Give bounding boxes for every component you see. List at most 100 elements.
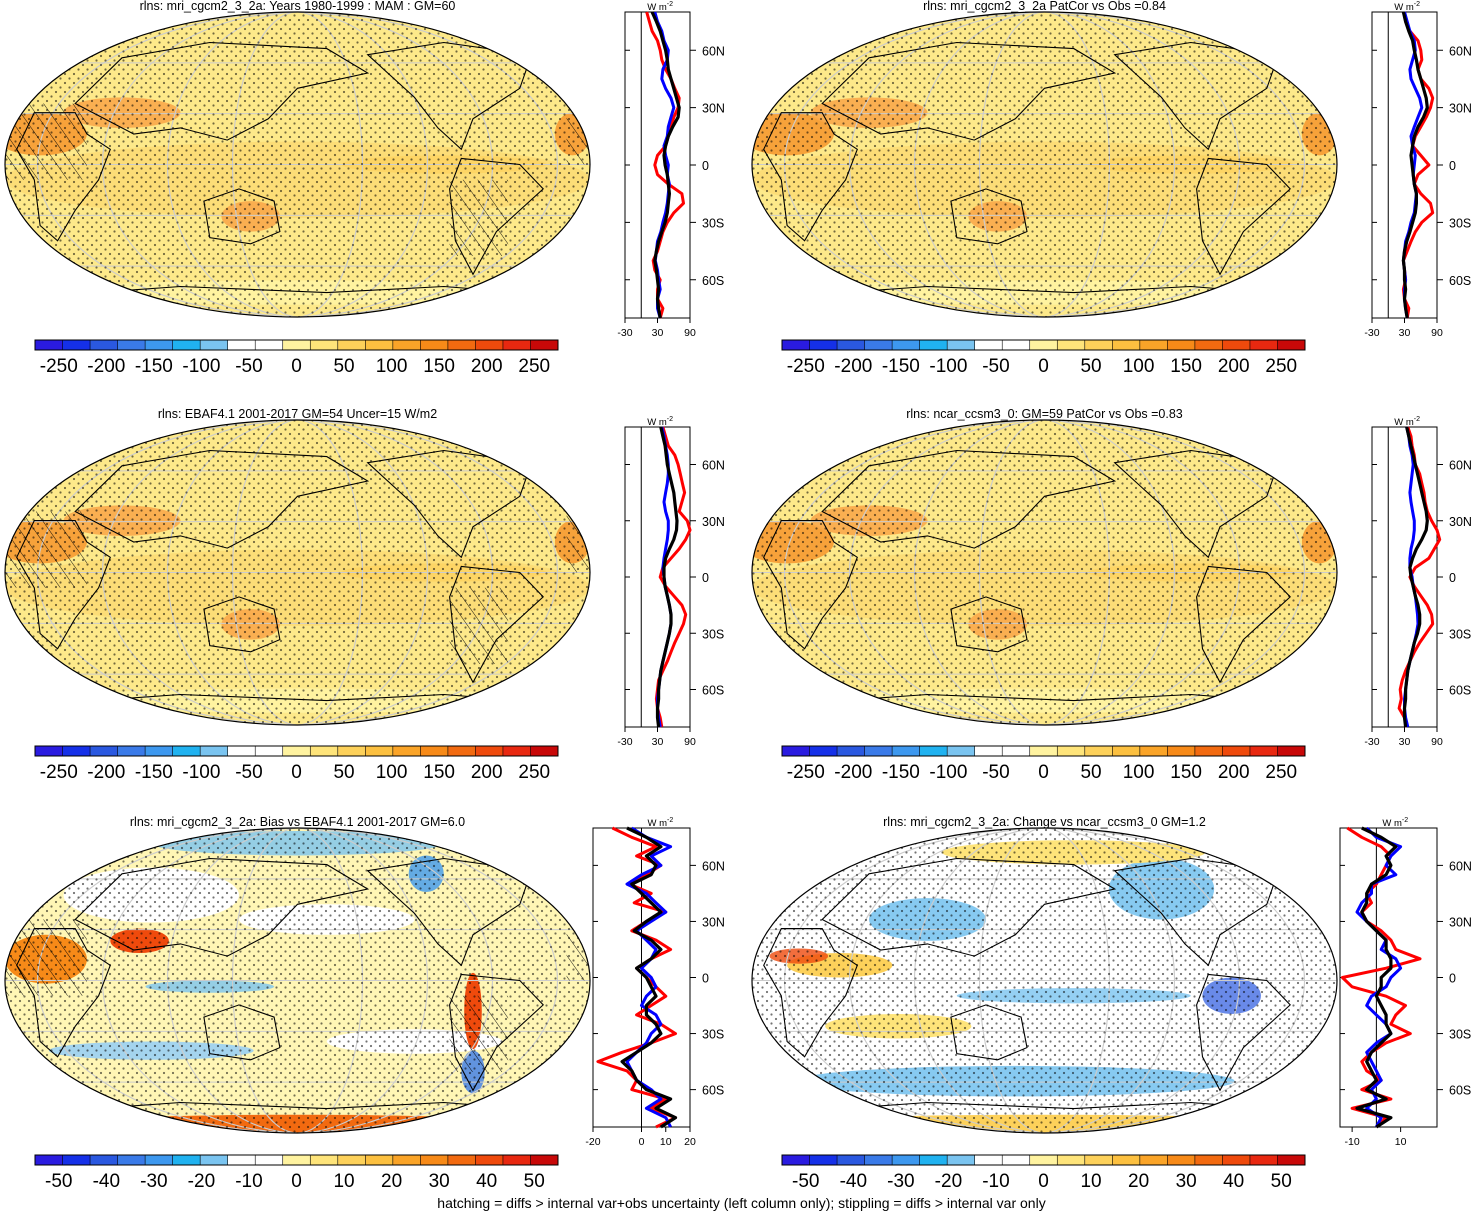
colorbar-tick-label: 10: [333, 1171, 354, 1192]
colorbar-swatch: [1139, 1155, 1168, 1165]
colorbar-swatch: [392, 340, 421, 350]
colorbar-swatch: [1029, 1155, 1058, 1165]
colorbar-tick-label: 50: [524, 1171, 545, 1192]
profile-line-red: [654, 426, 692, 728]
map-field: [752, 420, 1337, 725]
profile-x-tick-label: 0: [639, 1136, 645, 1148]
map-border: [4, 11, 591, 318]
colorbar-tick-label: 30: [1176, 1171, 1197, 1192]
zonal-profile: W m-2 60N 30N 0 30S 60S -30 30 90: [1364, 416, 1472, 748]
profile-lat-label: 30N: [1449, 515, 1472, 529]
profile-lat-label: 0: [702, 972, 709, 986]
colorbar-swatch: [420, 1155, 449, 1165]
colorbar-swatch: [1194, 1155, 1223, 1165]
panel-title: rlns: EBAF4.1 2001-2017 GM=54 Uncer=15 W…: [158, 407, 437, 421]
colorbar-swatch: [255, 746, 284, 756]
profile-lat-label: 60N: [1449, 459, 1472, 473]
colorbar-swatch: [864, 1155, 893, 1165]
colorbar-swatch: [1139, 746, 1168, 756]
colorbar-swatch: [365, 746, 394, 756]
profile-lat-label: 60S: [1449, 1084, 1471, 1098]
panel-4: rlns: ncar_ccsm3_0: GM=59 PatCor vs Obs …: [751, 407, 1472, 783]
profile-line-black: [1355, 826, 1398, 1129]
colorbar-swatch: [90, 340, 118, 350]
map-border: [4, 827, 591, 1134]
profile-x-tick-label: 30: [652, 327, 664, 339]
colorbar-swatch: [809, 1155, 838, 1165]
profile-line-black: [1401, 11, 1429, 319]
profile-line-black: [620, 826, 678, 1129]
profile-lat-label: 30N: [702, 915, 725, 929]
colorbar-swatch: [62, 1155, 91, 1165]
profile-unit: W m-2: [647, 416, 673, 428]
profile-x-tick-label: -30: [617, 327, 632, 339]
colorbar-tick-label: -200: [834, 356, 872, 377]
colorbar-swatch: [892, 1155, 921, 1165]
colorbar-tick-label: 20: [381, 1171, 402, 1192]
colorbar-tick-label: 200: [1218, 762, 1250, 783]
profile-lat-label: 30S: [702, 216, 724, 230]
colorbar-tick-label: -100: [929, 762, 967, 783]
profile-line-black: [655, 426, 679, 728]
colorbar-swatch: [1139, 340, 1168, 350]
colorbar-tick-label: 100: [376, 762, 408, 783]
profile-x-tick-label: 90: [684, 736, 696, 748]
colorbar-tick-label: -150: [135, 762, 173, 783]
colorbar-swatch: [145, 1155, 174, 1165]
map-border: [4, 419, 591, 726]
colorbar-tick-label: 100: [1123, 356, 1155, 377]
colorbar-tick-label: -50: [235, 356, 262, 377]
colorbar-tick-label: 200: [471, 356, 503, 377]
colorbar-swatch: [1249, 340, 1278, 350]
colorbar-tick-label: -30: [887, 1171, 914, 1192]
profile-x-tick-label: 30: [1399, 327, 1411, 339]
colorbar-tick-label: -50: [45, 1171, 72, 1192]
profile-lat-label: 60S: [702, 274, 724, 288]
panel-title: rlns: mri_cgcm2_3_2a: Years 1980-1999 : …: [140, 0, 456, 13]
colorbar-swatch: [947, 1155, 976, 1165]
profile-lat-label: 30S: [1449, 1028, 1471, 1042]
profile-lat-label: 30S: [702, 627, 724, 641]
panel-title: rlns: mri_cgcm2_3_2a PatCor vs Obs =0.84: [923, 0, 1166, 13]
profile-x-tick-label: 10: [660, 1136, 672, 1148]
colorbar-swatch: [255, 340, 284, 350]
colorbar-swatch: [530, 746, 559, 756]
profile-unit: W m-2: [1382, 817, 1408, 829]
panel-3: rlns: EBAF4.1 2001-2017 GM=54 Uncer=15 W…: [4, 407, 725, 783]
colorbar: -250 -200 -150 -100 -50 0 50 100 150 200 250: [781, 745, 1306, 783]
profile-lat-label: 0: [1449, 159, 1456, 173]
map-field: [752, 828, 1337, 1133]
profile-x-tick-label: -30: [1364, 736, 1379, 748]
colorbar-swatch: [1167, 746, 1196, 756]
colorbar-swatch: [530, 340, 559, 350]
colorbar-swatch: [172, 340, 201, 350]
panel-2: rlns: mri_cgcm2_3_2a PatCor vs Obs =0.84…: [751, 0, 1472, 377]
colorbar-swatch: [947, 746, 976, 756]
colorbar-swatch: [530, 1155, 559, 1165]
profile-lat-label: 60S: [702, 1084, 724, 1098]
colorbar-tick-label: -200: [87, 762, 125, 783]
colorbar-swatch: [809, 340, 838, 350]
map-border: [751, 11, 1338, 318]
colorbar-tick-label: 250: [1265, 762, 1297, 783]
colorbar-swatch: [1002, 340, 1031, 350]
profile-lat-label: 60N: [702, 44, 725, 58]
colorbar-swatch: [1194, 340, 1223, 350]
colorbar-swatch: [1029, 340, 1058, 350]
colorbar-tick-label: 200: [471, 762, 503, 783]
colorbar-swatch: [1002, 1155, 1031, 1165]
colorbar-swatch: [172, 746, 201, 756]
colorbar-swatch: [62, 746, 91, 756]
colorbar-swatch: [1222, 1155, 1251, 1165]
colorbar-swatch: [1167, 340, 1196, 350]
colorbar-swatch: [1057, 1155, 1086, 1165]
panel-title: rlns: ncar_ccsm3_0: GM=59 PatCor vs Obs …: [906, 407, 1183, 421]
colorbar-swatch: [1277, 1155, 1306, 1165]
colorbar-tick-label: -20: [188, 1171, 215, 1192]
profile-lat-label: 60S: [1449, 274, 1471, 288]
profile-lat-label: 60N: [1449, 859, 1472, 873]
colorbar-tick-label: 50: [333, 356, 354, 377]
profile-lat-label: 60N: [1449, 44, 1472, 58]
profile-lat-label: 30S: [1449, 627, 1471, 641]
